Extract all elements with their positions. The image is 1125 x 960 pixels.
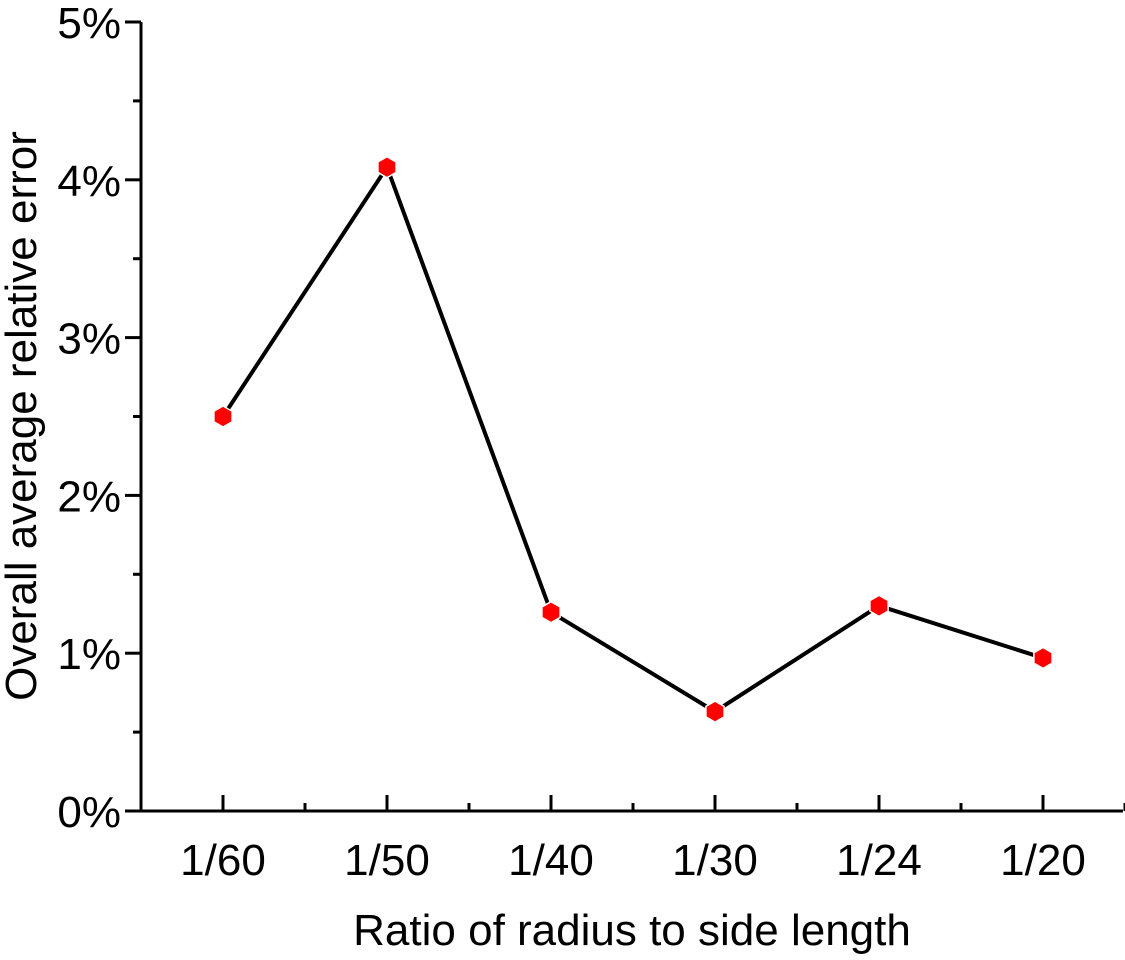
x-tick-label: 1/24 [836, 836, 922, 885]
x-tick-label: 1/30 [672, 836, 758, 885]
y-tick-label: 0% [57, 788, 121, 837]
data-point-marker [869, 594, 889, 618]
series-line [221, 162, 1044, 714]
y-tick-label: 2% [57, 472, 121, 521]
data-point-marker [213, 405, 233, 428]
series [213, 155, 1053, 723]
data-point-marker [705, 700, 725, 723]
y-tick-label: 3% [57, 315, 121, 364]
x-tick-label: 1/60 [180, 836, 266, 885]
x-tick-label: 1/20 [1000, 836, 1086, 885]
y-tick-label: 1% [57, 630, 121, 679]
y-axis-title: Overall average relative error [0, 131, 46, 701]
axes [139, 22, 1123, 813]
y-ticks: 0% 1% 2% 3% 4% 5% [57, 0, 141, 837]
data-point-marker [377, 155, 397, 179]
x-tick-label: 1/50 [344, 836, 430, 885]
y-tick-label: 4% [57, 157, 121, 206]
data-point-marker [1033, 646, 1053, 670]
data-point-marker [541, 600, 561, 624]
y-tick-label: 5% [57, 0, 121, 48]
x-axis-title: Ratio of radius to side length [353, 906, 911, 955]
x-tick-label: 1/40 [508, 836, 594, 885]
x-ticks: 1/60 1/50 1/40 1/30 1/24 1/20 [180, 795, 1125, 885]
